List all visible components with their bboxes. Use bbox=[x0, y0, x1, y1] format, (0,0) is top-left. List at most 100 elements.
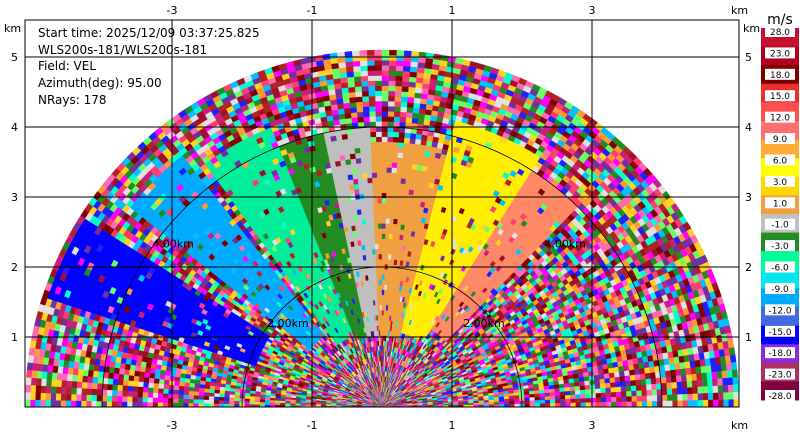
velocity-cell bbox=[345, 122, 353, 129]
velocity-cell bbox=[173, 380, 180, 386]
velocity-cell bbox=[67, 367, 74, 375]
velocity-cell bbox=[178, 389, 185, 395]
velocity-cell bbox=[349, 148, 356, 155]
velocity-cell bbox=[111, 389, 118, 397]
velocity-cell bbox=[45, 385, 52, 394]
velocity-cell bbox=[87, 369, 94, 377]
velocity-cell bbox=[343, 102, 351, 109]
velocity-cell bbox=[203, 403, 209, 407]
velocity-cell bbox=[93, 364, 100, 372]
velocity-cell bbox=[70, 400, 77, 407]
velocity-cell bbox=[157, 392, 164, 399]
velocity-cell bbox=[73, 361, 80, 369]
velocity-cell bbox=[183, 390, 190, 396]
velocity-cell bbox=[107, 372, 115, 379]
velocity-cell bbox=[198, 402, 204, 407]
velocity-cell bbox=[62, 366, 69, 375]
velocity-cell bbox=[40, 385, 47, 394]
velocity-cell bbox=[183, 394, 189, 400]
velocity-cell bbox=[76, 381, 83, 389]
velocity-cell bbox=[356, 162, 363, 169]
velocity-cell bbox=[343, 148, 351, 155]
velocity-cell bbox=[349, 153, 357, 160]
velocity-cell bbox=[177, 398, 184, 404]
velocity-cell bbox=[71, 380, 78, 389]
velocity-cell bbox=[347, 81, 356, 88]
velocity-cell bbox=[353, 183, 360, 190]
velocity-cell bbox=[254, 401, 260, 405]
velocity-cell bbox=[157, 397, 164, 403]
velocity-cell bbox=[213, 403, 220, 407]
velocity-cell bbox=[329, 52, 339, 60]
velocity-cell bbox=[106, 383, 113, 391]
velocity-cell bbox=[244, 400, 250, 405]
velocity-cell bbox=[77, 368, 84, 376]
velocity-cell bbox=[81, 381, 88, 389]
velocity-cell bbox=[111, 384, 118, 391]
velocity-cell bbox=[108, 366, 115, 374]
velocity-cell bbox=[153, 377, 160, 384]
velocity-cell bbox=[128, 369, 136, 376]
velocity-cell bbox=[208, 395, 215, 401]
velocity-cell bbox=[142, 386, 149, 393]
velocity-cell bbox=[348, 179, 355, 186]
velocity-cell bbox=[56, 372, 63, 381]
velocity-cell bbox=[50, 399, 56, 407]
velocity-cell bbox=[152, 392, 159, 398]
velocity-cell bbox=[122, 384, 129, 392]
velocity-cell bbox=[314, 54, 324, 62]
velocity-cell bbox=[117, 379, 124, 386]
velocity-cell bbox=[342, 92, 350, 99]
velocity-cell bbox=[357, 178, 364, 185]
velocity-cell bbox=[132, 380, 139, 387]
velocity-cell bbox=[153, 382, 160, 389]
velocity-cell bbox=[337, 108, 346, 115]
velocity-cell bbox=[55, 379, 63, 388]
velocity-cell bbox=[182, 398, 189, 404]
velocity-cell bbox=[97, 376, 104, 384]
velocity-cell bbox=[187, 402, 194, 407]
velocity-cell bbox=[172, 397, 179, 403]
velocity-cell bbox=[336, 98, 344, 105]
velocity-cell bbox=[55, 399, 62, 407]
velocity-cell bbox=[347, 137, 355, 145]
velocity-cell bbox=[173, 389, 179, 395]
velocity-cell bbox=[339, 118, 347, 125]
velocity-cell bbox=[350, 106, 358, 114]
velocity-cell bbox=[177, 393, 184, 399]
velocity-cell bbox=[107, 377, 114, 385]
velocity-cell bbox=[36, 370, 43, 379]
velocity-cell bbox=[40, 378, 47, 387]
velocity-cell bbox=[370, 269, 374, 276]
velocity-cell bbox=[357, 172, 364, 180]
velocity-cell bbox=[223, 400, 230, 405]
velocity-cell bbox=[218, 403, 225, 407]
velocity-cell bbox=[178, 385, 185, 391]
velocity-cell bbox=[348, 86, 356, 93]
velocity-cell bbox=[139, 365, 146, 373]
velocity-cell bbox=[60, 386, 67, 395]
velocity-cell bbox=[85, 400, 92, 407]
velocity-cell bbox=[86, 375, 94, 383]
velocity-cell bbox=[46, 371, 53, 380]
velocity-cell bbox=[136, 401, 143, 407]
velocity-cell bbox=[172, 402, 179, 407]
velocity-cell bbox=[346, 168, 353, 176]
velocity-cell bbox=[352, 173, 359, 180]
velocity-cell bbox=[168, 384, 175, 390]
velocity-cell bbox=[341, 169, 348, 176]
velocity-cell bbox=[29, 339, 37, 349]
velocity-cell bbox=[118, 368, 125, 375]
velocity-cell bbox=[147, 387, 154, 393]
velocity-cell bbox=[167, 393, 174, 399]
velocity-cell bbox=[25, 399, 31, 407]
velocity-cell bbox=[131, 396, 138, 403]
velocity-cell bbox=[45, 392, 52, 401]
velocity-cell bbox=[345, 117, 353, 124]
velocity-cell bbox=[75, 393, 82, 401]
velocity-cell bbox=[26, 362, 34, 371]
velocity-cell bbox=[345, 61, 354, 68]
velocity-cell bbox=[347, 76, 355, 83]
velocity-cell bbox=[34, 399, 41, 407]
